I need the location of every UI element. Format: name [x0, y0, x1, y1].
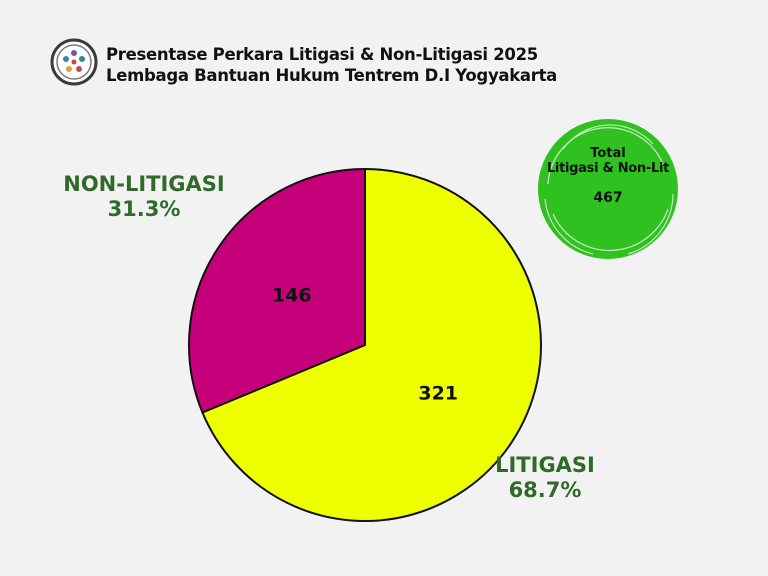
chart-title-line2: Lembaga Bantuan Hukum Tentrem D.I Yogyak… [106, 66, 557, 85]
pie-value-label-litigasi: 321 [418, 382, 458, 404]
non-litigasi-name: NON-LITIGASI [63, 172, 225, 196]
total-badge-circle [538, 119, 678, 259]
chart-title-line1: Presentase Perkara Litigasi & Non-Litiga… [106, 45, 538, 64]
organization-logo-icon [50, 38, 98, 86]
total-badge-label-line1: Total [590, 146, 626, 161]
pie-slice-litigasi [201, 167, 542, 522]
litigasi-label: LITIGASI 68.7% [480, 453, 610, 503]
litigasi-name: LITIGASI [495, 453, 595, 477]
non-litigasi-label: NON-LITIGASI 31.3% [48, 172, 240, 222]
total-badge-label-line2: Litigasi & Non-Lit [546, 161, 670, 176]
pie-slice-non-litigasi [188, 167, 366, 414]
total-badge-value: 467 [593, 190, 623, 206]
litigasi-percent: 68.7% [508, 478, 582, 502]
chart-title: Presentase Perkara Litigasi & Non-Litiga… [106, 44, 557, 86]
non-litigasi-percent: 31.3% [107, 197, 181, 221]
pie-value-label-non-litigasi: 146 [272, 285, 312, 307]
